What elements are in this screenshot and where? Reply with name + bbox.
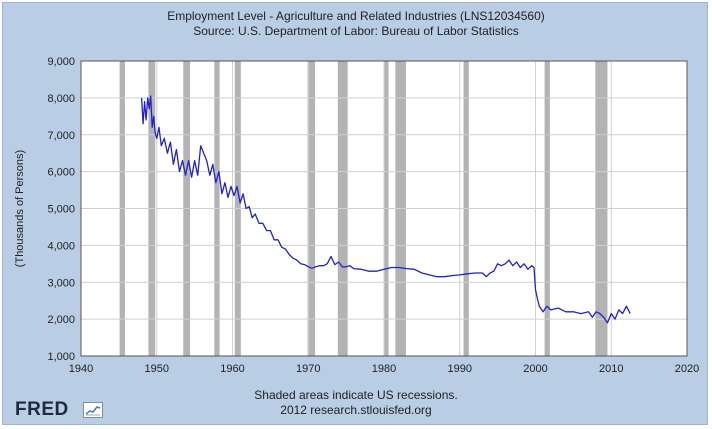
- x-tick-label: 1940: [69, 363, 93, 375]
- y-axis-label: (Thousands of Persons): [14, 150, 26, 267]
- series-line: [140, 95, 631, 324]
- chart-frame: Employment Level - Agriculture and Relat…: [2, 2, 708, 425]
- x-tick-label: 1950: [145, 363, 169, 375]
- x-tick-label: 2000: [523, 363, 547, 375]
- y-tick-label: 9,000: [47, 56, 75, 68]
- x-tick-label: 1960: [220, 363, 244, 375]
- x-tick-label: 2010: [599, 363, 623, 375]
- x-tick-label: 1980: [372, 363, 396, 375]
- line-chart: 1940 1950 1960 1970 1980 1990 2000 2010 2020 1,00…: [14, 56, 699, 375]
- chart-subtitle: Source: U.S. Department of Labor: Bureau…: [193, 24, 519, 38]
- x-tick-label: 1970: [296, 363, 320, 375]
- source-credit: 2012 research.stlouisfed.org: [280, 403, 432, 417]
- recession-note: Shaded areas indicate US recessions.: [254, 388, 458, 402]
- chart-title: Employment Level - Agriculture and Relat…: [167, 9, 545, 23]
- fred-chart-icon: [83, 402, 103, 418]
- plot-border: [80, 60, 688, 357]
- y-tick-label: 3,000: [47, 277, 75, 289]
- y-tick-label: 2,000: [47, 314, 75, 326]
- y-tick-label: 4,000: [47, 240, 75, 252]
- y-tick-label: 5,000: [47, 204, 75, 216]
- y-tick-label: 6,000: [47, 167, 75, 179]
- x-tick-label: 2020: [675, 363, 699, 375]
- y-tick-label: 1,000: [47, 351, 75, 363]
- x-tick-label: 1990: [448, 363, 472, 375]
- y-tick-label: 7,000: [47, 130, 75, 142]
- y-tick-label: 8,000: [47, 93, 75, 105]
- fred-logo[interactable]: FRED: [15, 399, 69, 420]
